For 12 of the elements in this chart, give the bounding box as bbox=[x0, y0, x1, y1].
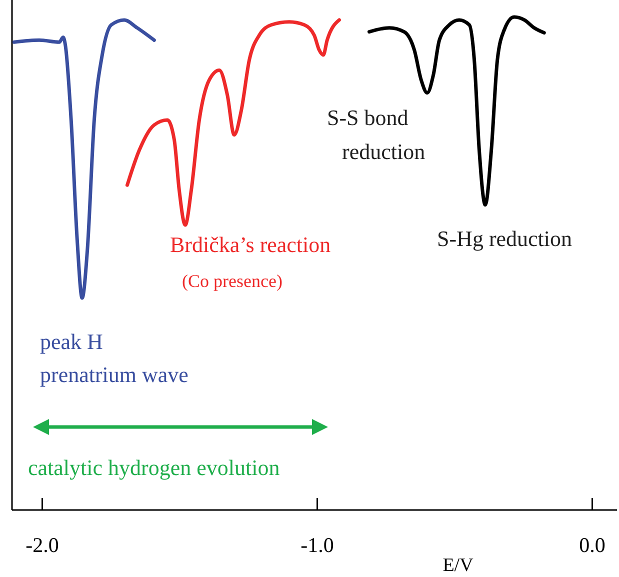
annotation: peak H bbox=[40, 329, 104, 354]
x-tick-label: 0.0 bbox=[579, 533, 606, 557]
annotation: S-S bond bbox=[327, 105, 408, 130]
annotation: (Co presence) bbox=[182, 271, 282, 291]
annotation: prenatrium wave bbox=[40, 362, 188, 387]
x-tick-label: -1.0 bbox=[300, 533, 334, 557]
annotation: S-Hg reduction bbox=[437, 226, 572, 251]
annotation: reduction bbox=[342, 139, 426, 164]
annotation: Brdička’s reaction bbox=[170, 232, 331, 257]
x-axis-title: E/V bbox=[442, 555, 474, 576]
x-tick-label: -2.0 bbox=[26, 533, 59, 557]
annotation: catalytic hydrogen evolution bbox=[28, 455, 280, 480]
